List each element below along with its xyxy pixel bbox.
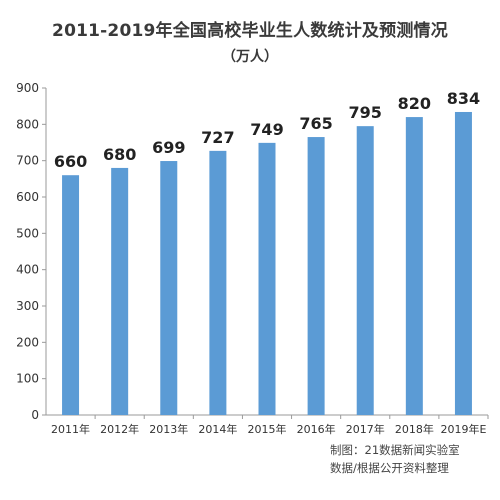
y-tick-label: 900 — [16, 81, 39, 95]
y-tick-label: 300 — [16, 299, 39, 313]
x-tick-label: 2018年 — [395, 422, 434, 436]
bar — [62, 175, 80, 415]
y-tick-label: 500 — [16, 226, 39, 240]
y-tick-label: 700 — [16, 154, 39, 168]
chart-subtitle: （万人） — [222, 49, 278, 65]
data-label: 834 — [447, 89, 480, 108]
x-tick-label: 2013年 — [149, 422, 188, 436]
y-tick-label: 800 — [16, 117, 39, 131]
y-tick-label: 600 — [16, 190, 39, 204]
y-tick-label: 100 — [16, 372, 39, 386]
bar — [307, 137, 325, 416]
x-tick-label: 2019年E — [440, 422, 486, 436]
bar — [160, 161, 178, 415]
bar — [356, 126, 374, 416]
data-label: 795 — [349, 103, 382, 122]
credit-line-2: 数据/根据公开资料整理 — [330, 461, 449, 475]
x-tick-label: 2016年 — [297, 422, 336, 436]
data-label: 727 — [201, 128, 234, 147]
bar — [258, 142, 276, 415]
credit-line-1: 制图：21数据新闻实验室 — [330, 443, 460, 457]
bar — [405, 117, 423, 416]
data-label: 699 — [152, 138, 185, 157]
x-tick-label: 2012年 — [100, 422, 139, 436]
y-tick-label: 400 — [16, 263, 39, 277]
x-tick-label: 2017年 — [346, 422, 385, 436]
x-tick-label: 2014年 — [198, 422, 237, 436]
x-tick-label: 2015年 — [248, 422, 287, 436]
y-tick-label: 200 — [16, 335, 39, 349]
data-label: 765 — [299, 114, 332, 133]
bar — [111, 167, 129, 415]
data-label: 820 — [398, 94, 431, 113]
data-label: 680 — [103, 145, 136, 164]
y-tick-label: 0 — [31, 408, 39, 422]
data-label: 749 — [250, 120, 283, 139]
bar — [454, 111, 472, 415]
bar — [209, 150, 227, 415]
x-tick-label: 2011年 — [51, 422, 90, 436]
chart-title: 2011-2019年全国高校毕业生人数统计及预测情况 — [52, 21, 448, 41]
data-label: 660 — [54, 152, 87, 171]
